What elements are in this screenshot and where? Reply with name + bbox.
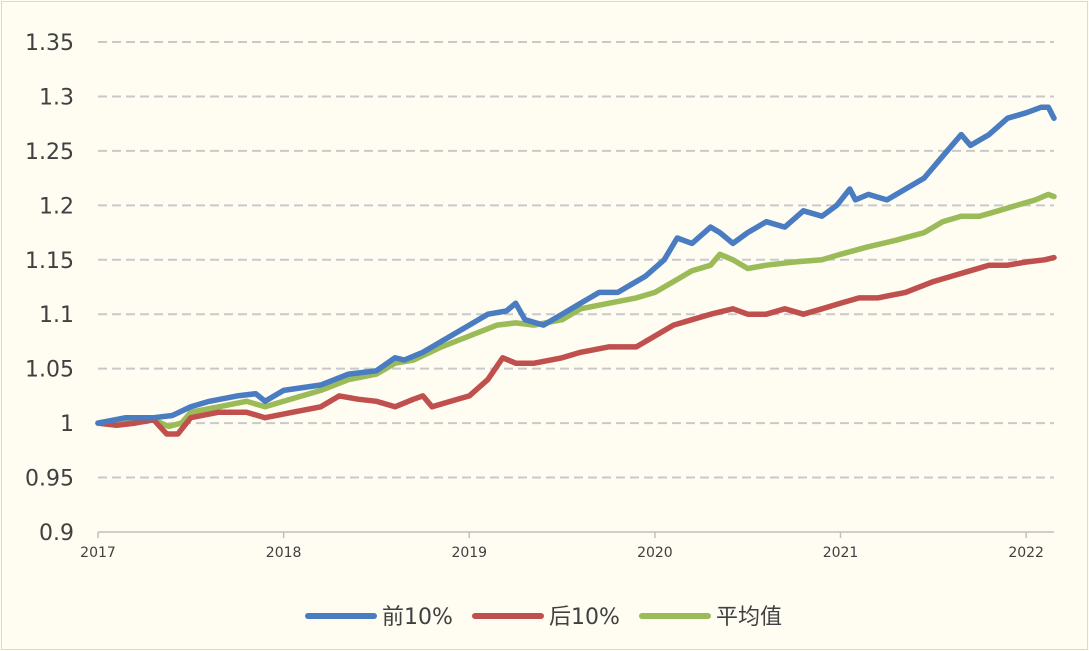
x-axis: 2017 2018 2019 2020 2021 2022 <box>80 531 1054 561</box>
x-tick-label: 2018 <box>266 545 302 561</box>
series-line <box>95 191 1057 430</box>
y-tick-label: 0.9 <box>39 521 74 546</box>
series-lines <box>95 104 1057 437</box>
legend: 前10% 后10% 平均值 <box>305 605 782 630</box>
x-tick-label: 2019 <box>451 545 487 561</box>
y-tick-label: 1.2 <box>39 194 74 219</box>
x-tick-label: 2022 <box>1008 545 1044 561</box>
y-tick-label: 1.1 <box>39 303 74 328</box>
legend-label: 前10% <box>382 605 453 630</box>
y-tick-label: 1.35 <box>25 31 74 56</box>
y-tick-label: 1.15 <box>25 249 74 274</box>
y-tick-label: 1.05 <box>25 358 74 383</box>
y-axis-ticks: 0.9 0.95 1 1.05 1.1 1.15 1.2 1.25 1.3 1.35 <box>25 31 74 546</box>
legend-label: 平均值 <box>716 605 782 630</box>
series-line <box>95 104 1057 426</box>
legend-label: 后10% <box>549 605 620 630</box>
y-tick-label: 1 <box>60 412 74 437</box>
y-tick-label: 1.3 <box>39 85 74 110</box>
x-tick-label: 2021 <box>823 545 859 561</box>
x-tick-label: 2017 <box>80 545 116 561</box>
x-tick-label: 2020 <box>637 545 673 561</box>
y-tick-label: 1.25 <box>25 140 74 165</box>
series-line <box>95 254 1057 437</box>
y-tick-label: 0.95 <box>25 467 74 492</box>
